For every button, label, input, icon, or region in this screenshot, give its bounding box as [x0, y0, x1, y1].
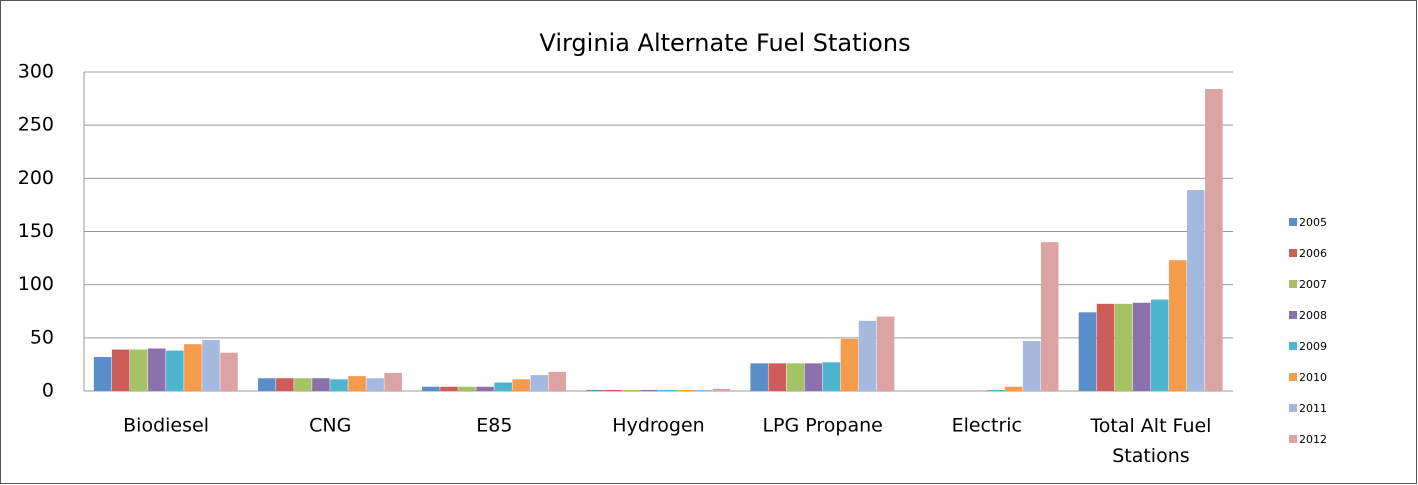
bar	[640, 389, 658, 391]
bar	[129, 349, 148, 391]
legend-label: 2011	[1299, 402, 1327, 415]
bar	[184, 344, 202, 391]
legend-label: 2005	[1299, 216, 1327, 229]
bar	[166, 350, 184, 391]
legend-swatch	[1289, 311, 1297, 319]
bar	[148, 348, 166, 391]
bar	[1114, 303, 1133, 391]
bar	[111, 349, 130, 391]
bar	[422, 386, 440, 391]
legend-swatch	[1289, 404, 1297, 412]
bar	[1040, 242, 1059, 391]
bar	[202, 339, 220, 391]
bar	[858, 320, 877, 391]
bar	[586, 389, 604, 391]
bar	[440, 386, 458, 391]
legend-swatch	[1289, 342, 1297, 350]
bar	[622, 389, 640, 391]
x-tick-label: Hydrogen	[612, 415, 704, 437]
x-tick-label-line: Stations	[1112, 445, 1189, 467]
legend-label: 2009	[1299, 340, 1327, 353]
y-tick-label: 50	[30, 326, 54, 348]
legend-swatch	[1289, 218, 1297, 226]
bar	[1096, 303, 1115, 391]
bar	[1168, 260, 1187, 391]
bar	[512, 379, 530, 391]
bar	[458, 386, 476, 391]
bar	[548, 371, 567, 391]
bar	[276, 378, 294, 391]
x-tick-label: E85	[476, 415, 512, 437]
chart-title: Virginia Alternate Fuel Stations	[539, 29, 910, 57]
x-tick-label: Total Alt Fuel Stations	[1089, 415, 1211, 467]
bar	[786, 363, 805, 391]
bar	[876, 316, 895, 391]
bar	[604, 389, 622, 391]
bar	[694, 389, 713, 391]
legend-label: 2012	[1299, 433, 1327, 446]
bar	[494, 382, 512, 391]
bar	[476, 386, 494, 391]
x-tick-label-line: Total Alt Fuel	[1089, 415, 1211, 437]
bar	[294, 378, 312, 391]
bar	[1132, 302, 1151, 391]
legend-label: 2006	[1299, 247, 1327, 260]
y-tick-label: 0	[42, 380, 54, 402]
legend-label: 2007	[1299, 278, 1327, 291]
bar	[1187, 190, 1205, 391]
bar	[840, 338, 859, 391]
bar	[312, 378, 330, 391]
y-tick-label: 250	[18, 114, 54, 136]
y-tick-label: 100	[18, 273, 54, 295]
bar	[768, 363, 787, 391]
bar	[220, 352, 238, 391]
bar	[1022, 341, 1041, 391]
bar	[384, 372, 402, 391]
bar	[676, 389, 695, 391]
y-tick-label: 150	[18, 220, 54, 242]
y-tick-label: 300	[18, 61, 54, 83]
x-tick-label: LPG Propane	[762, 415, 882, 437]
bar	[1150, 299, 1169, 391]
bar	[750, 363, 768, 391]
bar	[1205, 89, 1223, 391]
legend-swatch	[1289, 280, 1297, 288]
bar	[530, 375, 549, 391]
bar	[93, 356, 112, 391]
x-tick-label: Electric	[952, 415, 1022, 437]
bar	[1078, 312, 1097, 391]
legend-label: 2010	[1299, 371, 1327, 384]
x-tick-label: CNG	[309, 415, 351, 437]
bar	[257, 378, 276, 391]
legend-label: 2008	[1299, 309, 1327, 322]
bar	[658, 389, 677, 391]
legend-swatch	[1289, 435, 1297, 443]
y-tick-label: 200	[18, 167, 54, 189]
bar	[712, 388, 731, 391]
bar	[822, 362, 841, 391]
bar	[348, 376, 366, 391]
bar	[330, 379, 348, 391]
bar	[1004, 386, 1023, 391]
legend-swatch	[1289, 249, 1297, 257]
x-tick-label: Biodiesel	[123, 415, 209, 437]
legend-swatch	[1289, 373, 1297, 381]
bar	[366, 378, 384, 391]
bar	[986, 389, 1005, 391]
bar	[804, 363, 823, 391]
